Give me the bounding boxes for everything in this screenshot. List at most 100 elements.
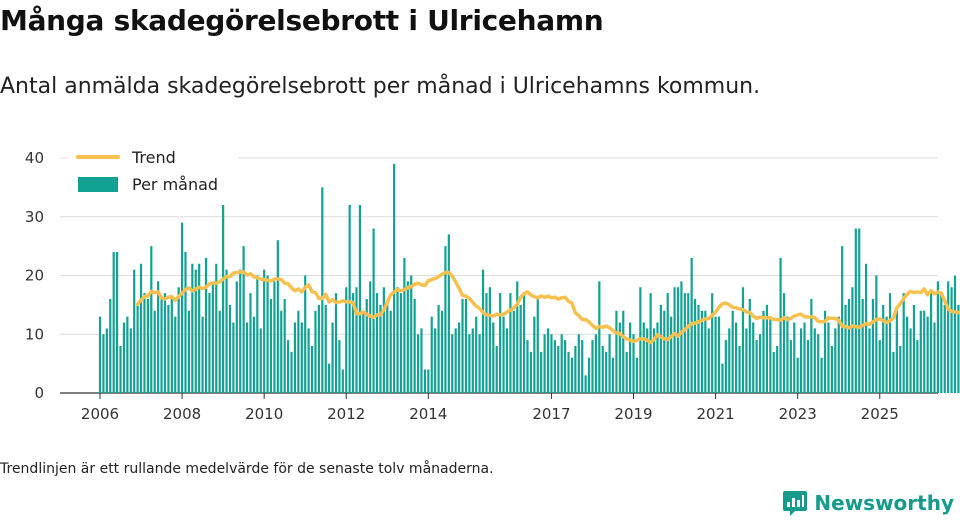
bar [714, 316, 717, 394]
bar [416, 334, 420, 393]
y-axis-ticks: 0 10 20 30 40 [25, 149, 44, 402]
bar [584, 375, 587, 394]
y-tick-label: 40 [25, 149, 44, 167]
brand-logo[interactable]: Newsworthy [782, 489, 954, 517]
bar [693, 299, 697, 393]
bar [906, 316, 909, 394]
bar [440, 310, 444, 393]
bar [280, 310, 283, 393]
bar [550, 334, 553, 393]
bar [800, 328, 803, 394]
bar [564, 340, 567, 394]
bar [622, 310, 625, 393]
bar [796, 357, 799, 393]
bar [793, 322, 796, 393]
bar [105, 328, 108, 394]
bar [379, 304, 382, 394]
bar [242, 246, 245, 394]
bar [375, 293, 379, 394]
bar [953, 275, 957, 393]
bar [646, 328, 649, 394]
bar [122, 322, 126, 393]
bar [858, 228, 861, 393]
bar [591, 340, 594, 394]
bar [871, 299, 875, 393]
bar [817, 334, 820, 393]
x-tick-label: 2025 [861, 405, 899, 423]
bar [386, 304, 389, 394]
bar [351, 293, 355, 394]
bar [334, 293, 338, 394]
bar [512, 310, 515, 393]
bar [430, 316, 433, 394]
bar [119, 346, 122, 393]
bar [933, 322, 936, 393]
bar [899, 346, 902, 393]
bar [369, 281, 372, 394]
bar [611, 357, 615, 393]
bar [697, 304, 700, 394]
bar [406, 281, 409, 394]
bar [157, 281, 160, 394]
bar [167, 304, 170, 394]
bar [437, 304, 440, 394]
bar [239, 269, 242, 394]
x-tick-label: 2008 [163, 405, 201, 423]
x-tick-label: 2010 [245, 405, 283, 423]
legend-trend-label: Trend [131, 148, 176, 167]
bar [317, 304, 320, 394]
x-axis-ticks: 2006 2008 2010 2012 2014 2017 2019 2021 2023 2025 [81, 393, 899, 423]
bar [540, 351, 543, 394]
bar [222, 205, 225, 393]
bar [632, 334, 635, 393]
bar [444, 246, 447, 394]
bar [228, 304, 232, 394]
bar [410, 275, 413, 393]
bar [810, 299, 813, 393]
bar [495, 346, 498, 393]
bar [957, 304, 960, 394]
bar [389, 310, 392, 393]
bar [529, 351, 533, 394]
bar [269, 299, 273, 393]
bar [687, 293, 690, 394]
bar [478, 334, 481, 393]
bar [594, 334, 597, 393]
bar [475, 316, 478, 394]
x-tick-label: 2019 [614, 405, 652, 423]
bar [198, 263, 201, 393]
bar [321, 187, 324, 394]
bar [673, 287, 676, 393]
brand-name: Newsworthy [814, 491, 954, 515]
x-tick-label: 2021 [697, 405, 735, 423]
bar [427, 369, 430, 393]
bar [98, 316, 102, 394]
bar [526, 340, 529, 394]
bar [328, 363, 331, 394]
bar [509, 293, 512, 394]
bar [454, 328, 457, 394]
bar [844, 304, 847, 394]
bar [704, 310, 707, 393]
bar [536, 299, 539, 393]
bar [266, 275, 269, 393]
bar [160, 299, 163, 393]
legend-bar-swatch [78, 177, 118, 192]
bar [670, 316, 673, 394]
bar [129, 328, 132, 394]
bar [505, 328, 509, 394]
bar [180, 222, 184, 394]
bar [174, 316, 177, 394]
bar [724, 340, 727, 394]
bar [772, 351, 775, 394]
bar [717, 316, 721, 394]
bar [126, 316, 129, 394]
bar [895, 310, 898, 393]
bar [314, 310, 317, 393]
bar [310, 346, 314, 393]
bar [304, 275, 307, 393]
bar [748, 299, 751, 393]
bar [656, 322, 659, 393]
bar [936, 281, 939, 394]
